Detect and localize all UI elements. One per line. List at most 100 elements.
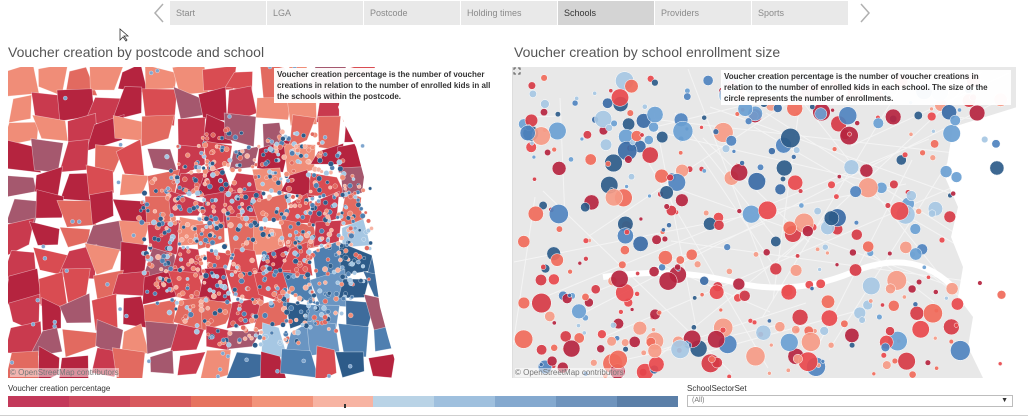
school-bubble[interactable] bbox=[943, 318, 960, 336]
school-dot[interactable] bbox=[333, 328, 339, 334]
school-dot[interactable] bbox=[177, 185, 182, 190]
school-dot[interactable] bbox=[185, 286, 190, 291]
school-bubble[interactable] bbox=[923, 303, 943, 324]
school-dot[interactable] bbox=[237, 163, 242, 168]
school-bubble[interactable] bbox=[672, 120, 694, 142]
school-dot[interactable] bbox=[209, 198, 215, 203]
school-dot[interactable] bbox=[239, 209, 245, 214]
school-dot[interactable] bbox=[252, 158, 257, 162]
school-dot[interactable] bbox=[222, 309, 228, 315]
school-bubble[interactable] bbox=[769, 342, 774, 348]
school-dot[interactable] bbox=[280, 322, 286, 328]
school-dot[interactable] bbox=[271, 262, 276, 267]
school-bubble[interactable] bbox=[882, 360, 892, 370]
school-bubble[interactable] bbox=[605, 160, 612, 167]
school-dot[interactable] bbox=[223, 264, 228, 269]
school-dot[interactable] bbox=[199, 150, 204, 156]
postcode-region[interactable] bbox=[28, 327, 63, 358]
school-bubble[interactable] bbox=[753, 251, 759, 258]
school-bubble[interactable] bbox=[767, 318, 772, 324]
school-bubble[interactable] bbox=[581, 330, 587, 336]
school-bubble[interactable] bbox=[819, 326, 829, 336]
school-bubble[interactable] bbox=[685, 248, 698, 261]
school-dot[interactable] bbox=[193, 290, 200, 297]
school-bubble[interactable] bbox=[663, 203, 670, 210]
school-dot[interactable] bbox=[310, 131, 315, 137]
school-dot[interactable] bbox=[302, 284, 309, 291]
school-dot[interactable] bbox=[206, 220, 213, 226]
school-dot[interactable] bbox=[338, 214, 344, 219]
school-bubble[interactable] bbox=[791, 309, 809, 326]
school-bubble[interactable] bbox=[795, 253, 801, 259]
school-bubble[interactable] bbox=[703, 209, 710, 217]
school-bubble[interactable] bbox=[666, 173, 674, 182]
school-dot[interactable] bbox=[192, 177, 199, 183]
school-bubble[interactable] bbox=[576, 323, 581, 328]
school-dot[interactable] bbox=[335, 280, 340, 285]
school-dot[interactable] bbox=[326, 231, 333, 238]
school-bubble[interactable] bbox=[802, 225, 814, 237]
school-bubble[interactable] bbox=[876, 313, 883, 321]
school-dot[interactable] bbox=[274, 297, 279, 302]
school-dot[interactable] bbox=[347, 277, 353, 283]
school-dot[interactable] bbox=[148, 243, 153, 248]
school-dot[interactable] bbox=[233, 270, 238, 274]
school-dot[interactable] bbox=[271, 217, 277, 223]
school-bubble[interactable] bbox=[981, 135, 989, 144]
school-dot[interactable] bbox=[219, 169, 226, 176]
school-dot[interactable] bbox=[294, 131, 300, 137]
school-bubble[interactable] bbox=[830, 107, 835, 113]
school-dot[interactable] bbox=[306, 254, 311, 259]
school-dot[interactable] bbox=[300, 322, 305, 327]
school-bubble[interactable] bbox=[646, 106, 664, 124]
school-dot[interactable] bbox=[303, 201, 308, 205]
school-bubble[interactable] bbox=[540, 99, 550, 109]
school-dot[interactable] bbox=[295, 221, 301, 227]
school-dot[interactable] bbox=[305, 159, 311, 165]
school-dot[interactable] bbox=[257, 197, 262, 203]
school-dot[interactable] bbox=[293, 230, 299, 235]
school-bubble[interactable] bbox=[787, 174, 804, 191]
school-dot[interactable] bbox=[158, 216, 164, 222]
school-dot[interactable] bbox=[318, 194, 322, 199]
school-bubble[interactable] bbox=[635, 271, 640, 276]
legend-swatch[interactable] bbox=[312, 396, 374, 407]
school-dot[interactable] bbox=[339, 273, 346, 280]
school-bubble[interactable] bbox=[792, 353, 803, 364]
school-dot[interactable] bbox=[282, 258, 287, 263]
school-dot[interactable] bbox=[322, 314, 328, 320]
school-dot[interactable] bbox=[327, 263, 334, 269]
school-dot[interactable] bbox=[189, 294, 194, 299]
school-dot[interactable] bbox=[366, 218, 371, 224]
school-dot[interactable] bbox=[236, 213, 242, 218]
postcode-region[interactable] bbox=[84, 242, 121, 276]
school-bubble[interactable] bbox=[868, 298, 874, 304]
school-bubble[interactable] bbox=[933, 289, 939, 295]
school-bubble[interactable] bbox=[731, 149, 737, 154]
school-dot[interactable] bbox=[339, 281, 345, 287]
school-bubble[interactable] bbox=[579, 136, 585, 142]
school-bubble[interactable] bbox=[817, 267, 822, 272]
school-dot[interactable] bbox=[239, 130, 244, 136]
school-dot[interactable] bbox=[140, 200, 144, 205]
school-dot[interactable] bbox=[302, 266, 308, 272]
school-bubble[interactable] bbox=[938, 236, 946, 244]
school-dot[interactable] bbox=[224, 299, 230, 305]
school-dot[interactable] bbox=[278, 339, 282, 344]
school-dot[interactable] bbox=[239, 247, 245, 253]
school-dot[interactable] bbox=[214, 283, 220, 288]
school-dot[interactable] bbox=[237, 337, 242, 343]
school-bubble[interactable] bbox=[926, 274, 931, 280]
school-bubble[interactable] bbox=[555, 225, 563, 233]
school-dot[interactable] bbox=[181, 245, 186, 250]
school-dot[interactable] bbox=[285, 178, 291, 183]
dropdown-arrow-icon[interactable]: ▼ bbox=[1001, 397, 1008, 404]
school-dot[interactable] bbox=[285, 197, 292, 204]
school-bubble[interactable] bbox=[708, 355, 716, 363]
school-dot[interactable] bbox=[295, 194, 299, 198]
school-bubble[interactable] bbox=[661, 235, 669, 243]
school-dot[interactable] bbox=[176, 144, 180, 149]
school-dot[interactable] bbox=[326, 373, 332, 378]
school-dot[interactable] bbox=[42, 256, 48, 261]
school-bubble[interactable] bbox=[931, 129, 936, 134]
